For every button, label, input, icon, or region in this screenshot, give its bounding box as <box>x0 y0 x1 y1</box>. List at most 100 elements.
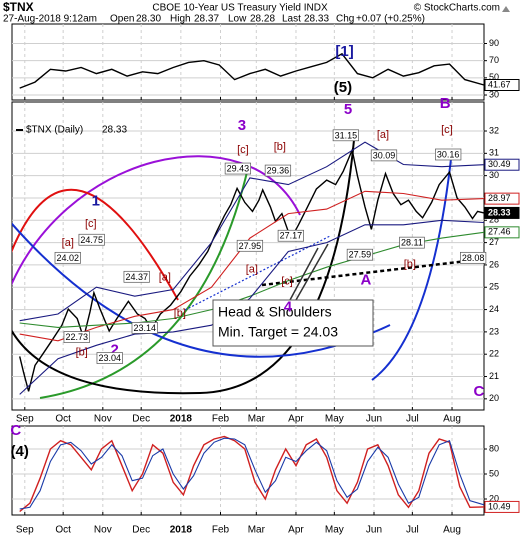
cycle-arc <box>371 149 453 381</box>
annotation: 27.95 <box>239 241 262 251</box>
y-tick-label: 26 <box>489 259 499 269</box>
value-tag <box>484 78 520 91</box>
annotation-box <box>346 248 374 261</box>
x-tick-label: May <box>325 414 344 425</box>
annotation: [c] <box>281 275 293 287</box>
y-tick-label: 30 <box>489 170 499 180</box>
cycle-arc <box>12 188 179 301</box>
annotation: 24.75 <box>80 235 103 245</box>
annotation: 30.16 <box>437 149 460 159</box>
credit: © StockCharts.com <box>414 3 500 14</box>
value-tag-label: 28.97 <box>488 193 511 203</box>
cycle-arc <box>12 155 301 286</box>
y-tick-label: 70 <box>489 55 499 65</box>
annotation-box <box>131 322 158 334</box>
annotation: 29.36 <box>267 166 290 176</box>
quote-value: +0.07 (+0.25%) <box>356 14 425 25</box>
annotation: C <box>473 383 484 400</box>
x-tick-label: May <box>325 525 344 536</box>
annotation: C <box>10 422 21 439</box>
annotation: 31.15 <box>335 130 358 140</box>
value-tag-label: 27.46 <box>488 227 511 237</box>
x-tick-label: Aug <box>443 414 461 425</box>
y-tick-label: 32 <box>489 125 499 135</box>
annotation: 28.08 <box>462 253 485 263</box>
y-tick-label: 50 <box>489 468 499 478</box>
annotation-box <box>54 251 81 264</box>
y-tick-label: 28 <box>489 215 499 225</box>
y-tick-label: 23 <box>489 326 499 336</box>
x-tick-label: Jun <box>366 525 382 536</box>
annotation-box <box>460 251 487 264</box>
value-tag <box>484 158 520 171</box>
x-tick-label: Jul <box>406 525 419 536</box>
trend-line <box>184 235 331 311</box>
series-line <box>19 141 485 322</box>
annotation-box <box>123 270 150 283</box>
series-line <box>19 147 485 392</box>
annotation: 23.04 <box>98 353 121 363</box>
quote-value: 28.37 <box>194 14 219 25</box>
y-tick-label: 30 <box>489 89 499 99</box>
annotation-box <box>277 229 304 242</box>
series-line <box>19 190 485 342</box>
x-tick-label: Sep <box>16 525 34 536</box>
y-tick-label: 90 <box>489 38 499 48</box>
x-tick-label: Dec <box>132 525 150 536</box>
annotation: [1] <box>335 43 353 60</box>
x-tick-label: Dec <box>132 414 150 425</box>
quote-label: Last <box>282 14 301 25</box>
annotation: 3 <box>238 117 246 134</box>
annotation: 24.37 <box>125 272 148 282</box>
annotation: 30.09 <box>373 150 396 160</box>
series-line <box>19 52 485 89</box>
x-tick-label: Apr <box>288 525 304 536</box>
annotation: 29.43 <box>227 164 250 174</box>
annotation: 27.59 <box>349 250 372 260</box>
panel <box>11 23 485 101</box>
value-tag <box>484 206 520 219</box>
y-tick-label: 80 <box>489 443 499 453</box>
y-tick-label: 24 <box>489 304 499 314</box>
annotation-box <box>224 162 252 175</box>
x-tick-label: Jul <box>406 414 419 425</box>
annotation: 1 <box>92 192 100 209</box>
y-tick-label: 50 <box>489 72 499 82</box>
callout-arrow <box>295 243 329 301</box>
timestamp: 27-Aug-2018 9:12am <box>3 14 97 25</box>
quote-label: High <box>170 14 191 25</box>
annotation: [c] <box>237 144 249 156</box>
x-tick-label: Oct <box>55 525 71 536</box>
annotation: 28.11 <box>401 238 423 248</box>
quote-value: 28.28 <box>250 14 275 25</box>
annotation: [b] <box>174 307 186 319</box>
series-line <box>19 435 485 513</box>
series-line <box>19 219 485 395</box>
quote-label: Low <box>228 14 247 25</box>
annotation: [a] <box>62 237 74 249</box>
x-tick-label: Nov <box>94 525 112 536</box>
x-tick-label: 2018 <box>170 525 193 536</box>
value-tag-label: 28.33 <box>488 207 511 217</box>
annotation: (5) <box>334 79 352 96</box>
value-tag-label: 41.67 <box>488 79 511 89</box>
x-tick-label: Aug <box>443 525 461 536</box>
annotation-box <box>63 331 90 343</box>
instrument-name: CBOE 10-Year US Treasury Yield INDX <box>152 3 328 14</box>
y-tick-label: 25 <box>489 282 499 292</box>
cycle-arc <box>12 139 355 395</box>
cycle-arcs <box>12 139 484 399</box>
cycle-arc <box>39 167 249 399</box>
annotation: 27.17 <box>280 231 303 241</box>
quote-label: Chg <box>336 14 354 25</box>
callout: Head & Shoulders Min. Target = 24.03 <box>212 243 374 347</box>
annotation: [b] <box>76 347 88 359</box>
annotation-box <box>435 148 462 161</box>
panel <box>11 425 485 516</box>
legend-value: 28.33 <box>102 125 127 136</box>
annotation: A <box>361 272 372 289</box>
annotation: [a] <box>246 263 258 275</box>
quote-label: Open <box>110 14 134 25</box>
value-tag-label: 30.49 <box>488 159 511 169</box>
x-tick-label: Feb <box>212 414 230 425</box>
